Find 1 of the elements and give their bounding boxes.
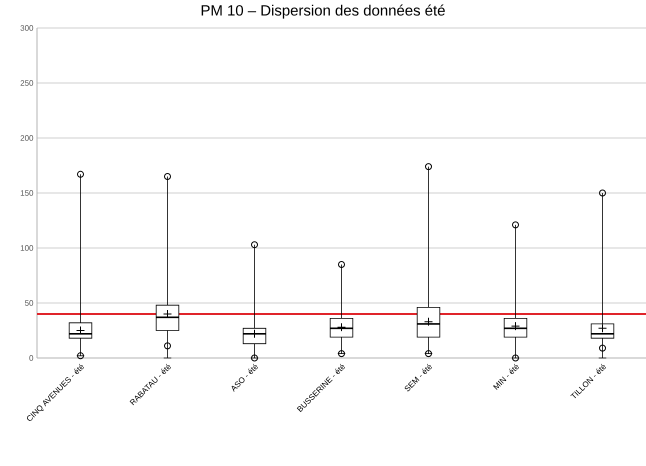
chart-title: PM 10 – Dispersion des données été bbox=[202, 4, 445, 19]
